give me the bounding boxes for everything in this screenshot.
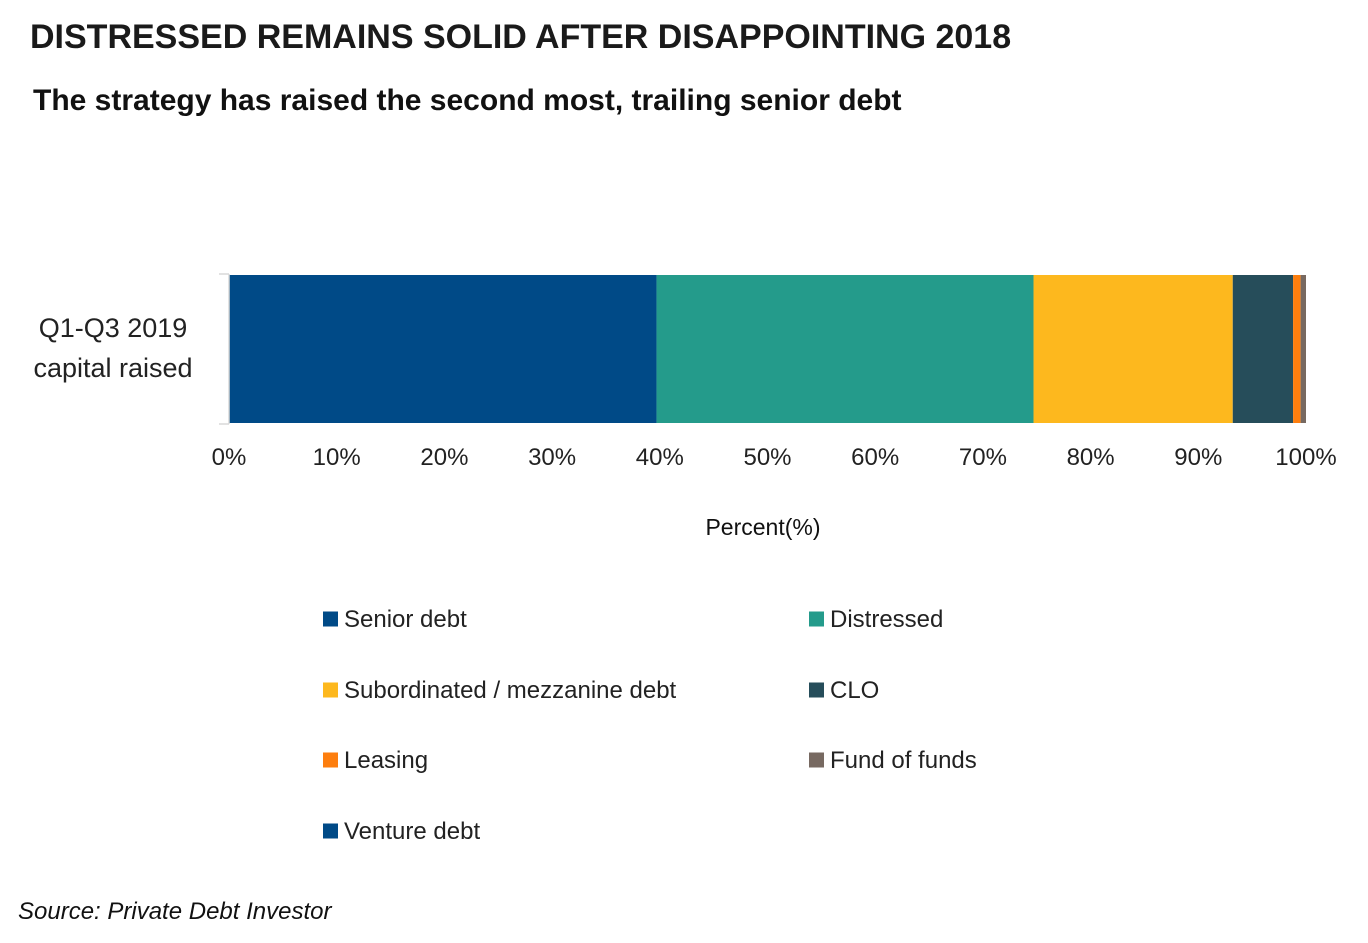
bar-segment-clo [1232,275,1294,423]
x-tick-label: 10% [313,444,361,471]
chart-title: DISTRESSED REMAINS SOLID AFTER DISAPPOIN… [30,18,1012,56]
x-axis-title: Percent(%) [705,514,820,540]
bar-segment-leasing [1293,275,1301,423]
bar-segment-senior-debt [229,275,657,423]
bar-segment-distressed [656,275,1034,423]
x-tick-label: 70% [959,444,1007,471]
x-tick-label: 100% [1275,444,1336,471]
bar-segment-fund-of-funds [1300,275,1306,423]
x-tick-label: 30% [528,444,576,471]
source-note: Source: Private Debt Investor [18,898,332,925]
legend-label-subordinated-mezzanine-debt: Subordinated / mezzanine debt [344,677,677,704]
x-tick-label: 50% [743,444,791,471]
x-tick-label: 60% [851,444,899,471]
x-tick-label: 90% [1174,444,1222,471]
legend-label-clo: CLO [830,677,879,704]
x-tick-label: 0% [212,444,247,471]
legend-swatch-clo [809,682,824,698]
x-tick-label: 40% [636,444,684,471]
legend-label-leasing: Leasing [344,747,428,774]
legend-swatch-venture-debt [323,823,338,839]
legend-swatch-fund-of-funds [809,752,824,768]
legend-swatch-senior-debt [323,611,338,627]
legend-swatch-leasing [323,752,338,768]
category-label-line-1: Q1-Q3 2019 [38,313,188,343]
legend-label-senior-debt: Senior debt [344,606,467,633]
x-tick-label: 20% [420,444,468,471]
bar-segment-subordinated-mezzanine-debt [1033,275,1233,423]
legend-swatch-subordinated-mezzanine-debt [323,682,338,698]
chart-subtitle: The strategy has raised the second most,… [33,84,902,117]
legend-label-distressed: Distressed [830,606,943,633]
x-tick-label: 80% [1067,444,1115,471]
category-label: Q1-Q3 2019 capital raised [10,308,216,388]
category-label-line-2: capital raised [33,353,193,383]
legend-label-fund-of-funds: Fund of funds [830,747,977,774]
legend-label-venture-debt: Venture debt [344,818,480,845]
legend-swatch-distressed [809,611,824,627]
